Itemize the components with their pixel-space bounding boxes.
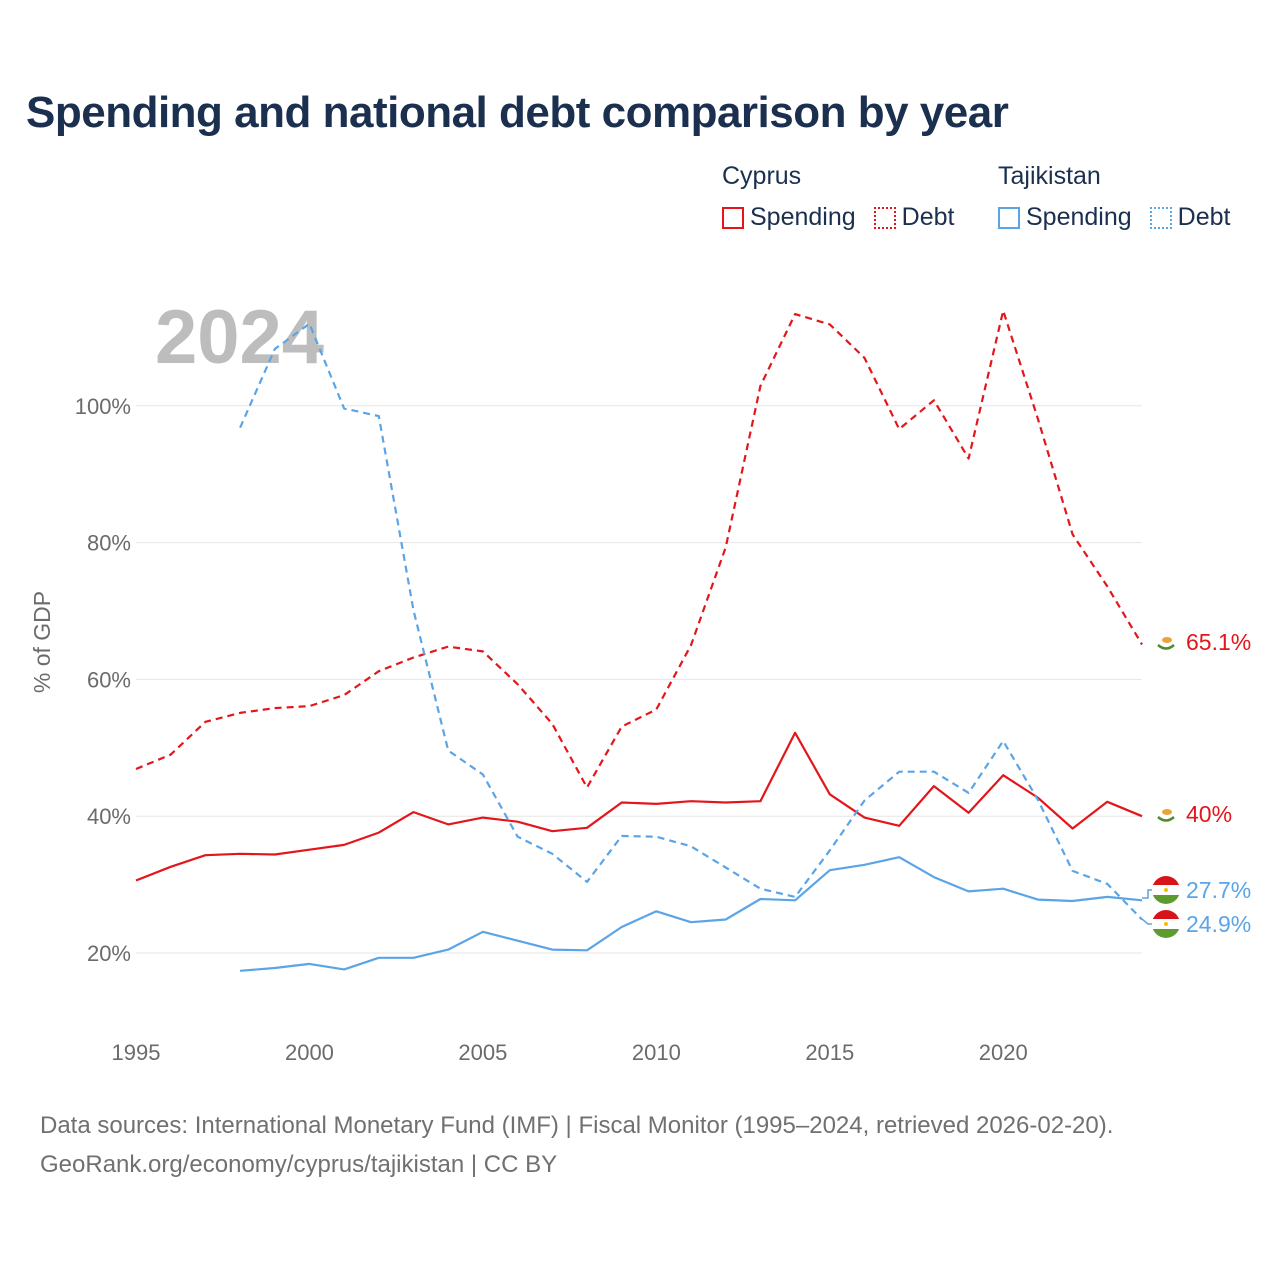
x-tick-label: 2015 <box>805 1040 854 1065</box>
legend-group-cyprus: Cyprus Spending Debt <box>722 162 954 232</box>
y-tick-label: 80% <box>87 531 131 556</box>
dotted-swatch-icon <box>1149 206 1172 229</box>
label-connector <box>1141 918 1152 925</box>
solid-swatch-icon <box>722 206 744 229</box>
cyprus-flag-icon <box>1156 804 1176 824</box>
label-connector <box>1142 889 1152 899</box>
legend-group-name: Tajikistan <box>998 162 1101 190</box>
series-line-tajikistan-debt[interactable] <box>239 322 1143 921</box>
legend-item-cyprus-spending[interactable]: Spending <box>722 203 856 232</box>
series-line-tajikistan-spending[interactable] <box>240 856 1143 972</box>
legend-item-label: Debt <box>901 203 955 231</box>
axes: 20% 40% 60% 80% 100% 1995 2000 2005 2010 2015 2020 <box>75 394 1028 1065</box>
legend-item-label: Spending <box>1026 203 1132 231</box>
end-label-tajikistan-spending: 27.7% <box>1186 877 1251 903</box>
y-tick-label: 60% <box>87 667 131 692</box>
x-tick-label: 2020 <box>979 1040 1028 1065</box>
legend-group-tajikistan: Tajikistan Spending Debt <box>998 162 1230 232</box>
y-axis-label: % of GDP <box>29 591 55 693</box>
end-label-tajikistan-debt: 24.9% <box>1186 911 1251 937</box>
dotted-swatch-icon <box>873 206 896 229</box>
y-tick-label: 20% <box>87 941 131 966</box>
tajikistan-flag-icon <box>1152 876 1180 904</box>
end-label-cyprus-debt: 65.1% <box>1186 629 1251 655</box>
x-tick-label: 2005 <box>458 1040 507 1065</box>
legend-item-label: Debt <box>1177 203 1231 231</box>
x-tick-label: 1995 <box>112 1040 161 1065</box>
x-tick-label: 2000 <box>285 1040 334 1065</box>
legend-group-name: Cyprus <box>722 162 802 190</box>
series-lines <box>135 309 1143 972</box>
legend-item-cyprus-debt[interactable]: Debt <box>873 203 955 232</box>
y-tick-label: 40% <box>87 804 131 829</box>
footer-source: Data sources: International Monetary Fun… <box>40 1112 1114 1139</box>
current-year-watermark: 2024 <box>155 295 324 380</box>
y-tick-label: 100% <box>75 394 131 419</box>
tajikistan-flag-icon <box>1152 910 1180 938</box>
footer: Data sources: International Monetary Fun… <box>40 1106 1113 1184</box>
series-line-cyprus-debt[interactable] <box>135 309 1143 789</box>
series-line-cyprus-spending[interactable] <box>135 731 1143 882</box>
solid-swatch-icon <box>998 206 1020 229</box>
legend-item-tajikistan-debt[interactable]: Debt <box>1149 203 1231 232</box>
gridlines <box>136 405 1142 954</box>
legend-item-label: Spending <box>750 203 856 231</box>
x-tick-label: 2010 <box>632 1040 681 1065</box>
legend-item-tajikistan-spending[interactable]: Spending <box>998 203 1132 232</box>
footer-credit[interactable]: GeoRank.org/economy/cyprus/tajikistan | … <box>40 1151 558 1178</box>
chart-title: Spending and national debt comparison by… <box>26 88 1009 137</box>
end-label-cyprus-spending: 40% <box>1186 801 1232 827</box>
cyprus-flag-icon <box>1156 632 1176 652</box>
